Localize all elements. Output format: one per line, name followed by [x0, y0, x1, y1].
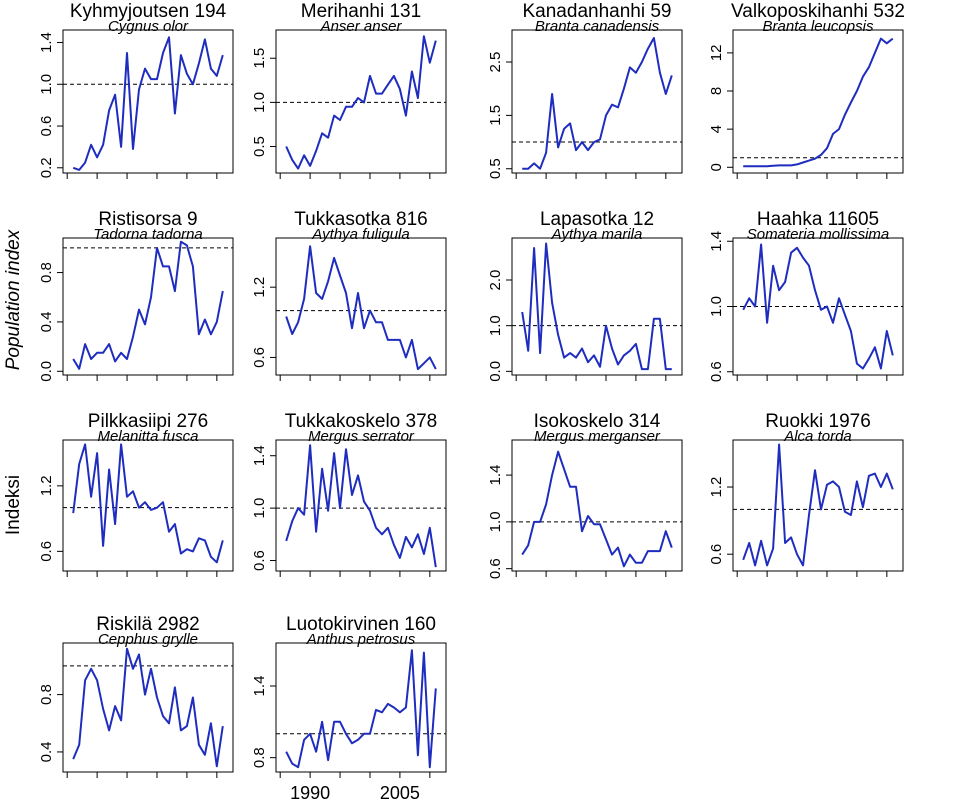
series-line	[72, 443, 224, 564]
panel-subtitle: Melanitta fusca	[98, 428, 199, 445]
y-tick-label: 0.8	[38, 684, 55, 705]
panel-subtitle: Branta canadensis	[535, 18, 660, 35]
panel-subtitle: Tadorna tadorna	[93, 226, 203, 243]
panel-subtitle: Cepphus grylle	[98, 631, 198, 648]
panel-subtitle: Anser anser	[320, 18, 403, 35]
y-tick-label: 1.0	[251, 498, 268, 519]
y-tick-label: 0.4	[38, 311, 55, 332]
y-tick-label: 1.0	[487, 315, 504, 336]
panel-subtitle: Somateria mollissima	[747, 226, 890, 243]
y-tick-label: 1.0	[708, 296, 725, 317]
panel-title: Ristisorsa 9	[98, 209, 197, 230]
series-line	[285, 444, 437, 568]
series-line	[72, 240, 224, 370]
y-tick-label: 1.0	[251, 92, 268, 113]
x-tick-label: 2005	[380, 783, 420, 803]
y-tick-label: 1.4	[708, 231, 725, 252]
y-tick-label: 0.4	[38, 742, 55, 763]
panel-title: Lapasotka 12	[540, 209, 654, 230]
panel-subtitle: Cygnus olor	[108, 18, 189, 35]
y-tick-label: 1.0	[38, 74, 55, 95]
panel-title: Kanadanhanhi 59	[523, 1, 672, 22]
y-tick-label: 0.6	[38, 541, 55, 562]
panel-title: Tukkasotka 816	[294, 209, 427, 230]
y-tick-label: 1.0	[487, 511, 504, 532]
panel-title: Luotokirvinen 160	[286, 614, 436, 635]
series-line	[285, 649, 437, 769]
panel-title: Valkoposkihanhi 532	[731, 1, 905, 22]
plot-box	[511, 439, 683, 572]
y-tick-label: 0.5	[251, 136, 268, 157]
y-tick-label: 0.6	[487, 558, 504, 579]
series-line	[521, 450, 673, 568]
panel-title: Pilkkasiipi 276	[88, 411, 208, 432]
plot-box	[62, 29, 234, 174]
y-tick-label: 1.4	[38, 32, 55, 53]
y-tick-label: 12	[708, 45, 725, 62]
series-line	[72, 647, 224, 768]
y-tick-label: 0.6	[251, 550, 268, 571]
y-tick-label: 0.6	[251, 347, 268, 368]
plot-box	[62, 439, 234, 572]
y-tick-label: 1.5	[251, 48, 268, 69]
plot-box	[62, 642, 234, 773]
panel-title: Ruokki 1976	[765, 411, 871, 432]
panel-subtitle: Mergus serrator	[308, 428, 415, 445]
y-axis-label-fi: Indeksi	[3, 475, 24, 535]
y-tick-label: 1.2	[251, 277, 268, 298]
series-line	[521, 242, 672, 371]
plot-box	[275, 237, 447, 376]
y-tick-label: 1.2	[38, 475, 55, 496]
series-line	[742, 243, 894, 370]
x-tick-label: 1990	[290, 783, 330, 803]
y-tick-label: 0.2	[38, 157, 55, 178]
panel-title: Riskilä 2982	[96, 614, 200, 635]
y-tick-label: 0.6	[708, 361, 725, 382]
panel-subtitle: Branta leucopsis	[763, 18, 874, 35]
y-tick-label: 0.8	[38, 262, 55, 283]
series-line	[522, 37, 673, 170]
plot-box	[732, 439, 904, 572]
series-line	[743, 37, 894, 168]
y-tick-label: 0	[708, 163, 725, 171]
y-axis-label-en: Population index	[3, 228, 24, 370]
y-tick-label: 0.5	[487, 158, 504, 179]
plot-box	[732, 29, 904, 174]
plot-box	[275, 439, 447, 572]
plot-box	[511, 237, 683, 376]
panel-title: Haahka 11605	[757, 209, 879, 230]
y-tick-label: 0.8	[251, 747, 268, 768]
panel-subtitle: Anthus petrosus	[306, 631, 416, 648]
y-tick-label: 8	[708, 87, 725, 95]
plot-box	[275, 29, 447, 174]
panel-title: Isokoskelo 314	[534, 411, 661, 432]
y-tick-label: 1.4	[487, 465, 504, 486]
plot-box	[511, 29, 683, 174]
series-line	[285, 35, 437, 170]
panel-title: Tukkakoskelo 378	[285, 411, 437, 432]
y-tick-label: 0.0	[38, 361, 55, 382]
y-tick-label: 1.2	[708, 477, 725, 498]
series-line	[72, 36, 224, 171]
series-line	[742, 443, 894, 567]
panel-subtitle: Alca torda	[783, 428, 852, 445]
series-line	[285, 245, 437, 371]
plot-box	[275, 642, 447, 773]
y-tick-label: 2.0	[487, 270, 504, 291]
panel-title: Merihanhi 131	[301, 1, 421, 22]
panel-subtitle: Aythya fuligula	[311, 226, 409, 243]
panel-title: Kyhmyjoutsen 194	[70, 1, 227, 22]
y-tick-label: 2.5	[487, 52, 504, 73]
y-tick-label: 0.0	[487, 361, 504, 382]
y-tick-label: 4	[708, 125, 725, 133]
y-tick-label: 1.4	[251, 445, 268, 466]
y-tick-label: 0.6	[708, 544, 725, 565]
panel-subtitle: Aythya marila	[551, 226, 643, 243]
panel-subtitle: Mergus merganser	[534, 428, 661, 445]
y-tick-label: 1.5	[487, 105, 504, 126]
y-tick-label: 1.4	[251, 676, 268, 697]
y-tick-label: 0.6	[38, 116, 55, 137]
plot-box	[62, 237, 234, 376]
